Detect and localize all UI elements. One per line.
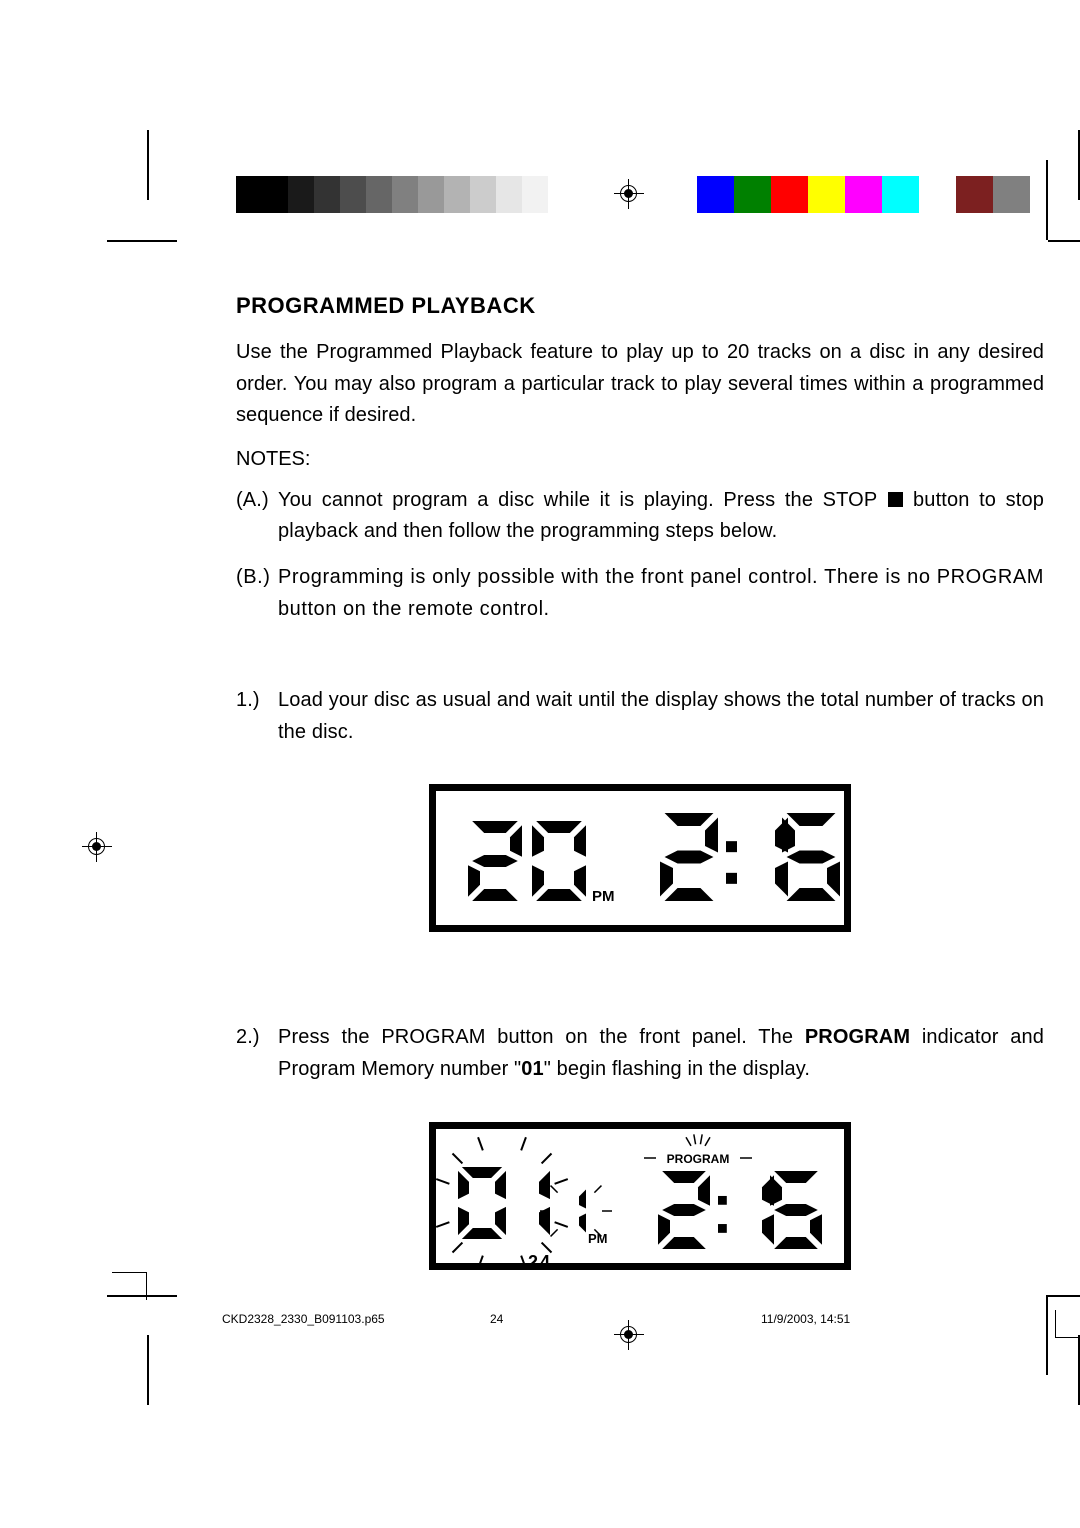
footer-date: 11/9/2003, 14:51 <box>761 1312 850 1326</box>
crop-mark <box>112 1272 147 1300</box>
step-number: 1.) <box>236 685 278 748</box>
footer-filename: CKD2328_2330_B091103.p65 <box>222 1312 385 1326</box>
crop-mark <box>1046 160 1048 240</box>
section-heading: PROGRAMMED PLAYBACK <box>236 293 1044 319</box>
crop-mark <box>1046 1295 1048 1375</box>
step2-01-bold: 01 <box>521 1058 544 1080</box>
note-text: You cannot program a disc while it is pl… <box>278 485 1044 548</box>
note-marker: (B.) <box>236 562 278 625</box>
grayscale-calibration-bar <box>236 176 574 213</box>
stop-icon <box>888 492 903 507</box>
crop-mark <box>107 240 177 242</box>
lcd-display-2: PM PROGRAM <box>429 1122 851 1270</box>
crop-mark <box>147 1335 149 1405</box>
lcd-svg-1: PM <box>436 791 844 925</box>
registration-mark-icon <box>82 832 112 862</box>
lcd-svg-2: PM PROGRAM <box>436 1129 844 1263</box>
registration-mark-icon <box>614 179 644 209</box>
step-1: 1.) Load your disc as usual and wait unt… <box>236 685 1044 748</box>
note-marker: (A.) <box>236 485 278 548</box>
step-number: 2.) <box>236 1022 278 1085</box>
crop-mark <box>1048 1295 1080 1297</box>
registration-mark-icon <box>614 1320 644 1350</box>
note-a: (A.) You cannot program a disc while it … <box>236 485 1044 548</box>
step2-text-a: Press the PROGRAM button on the front pa… <box>278 1026 805 1048</box>
intro-paragraph: Use the Programmed Playback feature to p… <box>236 337 1044 432</box>
svg-text:PM: PM <box>592 888 615 905</box>
step-text: Load your disc as usual and wait until t… <box>278 685 1044 748</box>
step2-text-e: " begin flashing in the display. <box>544 1058 810 1080</box>
color-calibration-bar <box>697 176 1030 213</box>
note-text: Programming is only possible with the fr… <box>278 562 1044 625</box>
page-root: PROGRAMMED PLAYBACK Use the Programmed P… <box>0 0 1080 1528</box>
crop-mark <box>1078 1335 1080 1405</box>
svg-text:PROGRAM: PROGRAM <box>667 1152 730 1166</box>
content-column: PROGRAMMED PLAYBACK Use the Programmed P… <box>236 293 1044 1270</box>
notes-label: NOTES: <box>236 448 1044 471</box>
lcd-display-1: PM <box>429 784 851 932</box>
crop-mark <box>1078 130 1080 200</box>
crop-mark <box>1055 1310 1080 1338</box>
crop-mark <box>147 130 149 200</box>
svg-text:PM: PM <box>588 1231 608 1246</box>
crop-mark <box>1048 240 1080 242</box>
page-number: 24 <box>0 1252 1080 1273</box>
step2-program-bold: PROGRAM <box>805 1026 910 1048</box>
note-b: (B.) Programming is only possible with t… <box>236 562 1044 625</box>
note-a-text-1: You cannot program a disc while it is pl… <box>278 489 887 511</box>
step-2: 2.) Press the PROGRAM button on the fron… <box>236 1022 1044 1085</box>
step-text: Press the PROGRAM button on the front pa… <box>278 1022 1044 1085</box>
footer-pagenum: 24 <box>490 1312 503 1326</box>
